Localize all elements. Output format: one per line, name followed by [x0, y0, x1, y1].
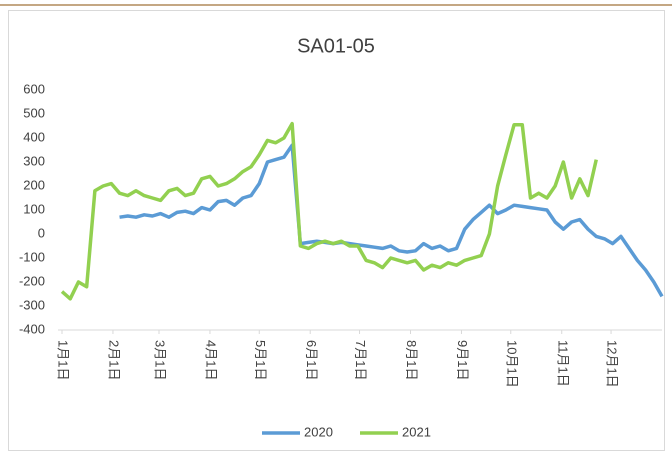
- x-tick-label: 3月1日: [153, 340, 168, 380]
- y-tick-label: 400: [23, 129, 45, 144]
- y-tick-label: 200: [23, 177, 45, 192]
- x-tick-label: 9月1日: [455, 340, 470, 380]
- x-tick-label: 2月1日: [107, 340, 122, 380]
- x-tick-label: 10月1日: [504, 340, 519, 388]
- y-tick-label: -200: [19, 273, 45, 288]
- y-tick-label: -400: [19, 321, 45, 336]
- x-tick-label: 12月1日: [605, 340, 620, 388]
- x-tick-label: 5月1日: [253, 340, 268, 380]
- series-line: [119, 143, 664, 298]
- x-tick-label: 4月1日: [204, 340, 219, 380]
- y-tick-label: -300: [19, 297, 45, 312]
- y-tick-label: 0: [38, 225, 45, 240]
- y-tick-label: 500: [23, 105, 45, 120]
- y-tick-label: -100: [19, 249, 45, 264]
- x-tick-label: 8月1日: [404, 340, 419, 380]
- x-tick-label: 11月1日: [555, 340, 570, 387]
- chart-title: SA01-05: [297, 35, 375, 57]
- chart-frame: [8, 10, 665, 451]
- y-tick-label: 300: [23, 153, 45, 168]
- y-tick-label: 100: [23, 201, 45, 216]
- legend-label: 2021: [402, 424, 431, 439]
- legend-label: 2020: [304, 424, 333, 439]
- y-tick-label: 600: [23, 81, 45, 96]
- x-tick-label: 1月1日: [56, 340, 71, 380]
- x-tick-label: 6月1日: [304, 340, 319, 380]
- series-line: [60, 121, 598, 301]
- x-tick-label: 7月1日: [353, 340, 368, 380]
